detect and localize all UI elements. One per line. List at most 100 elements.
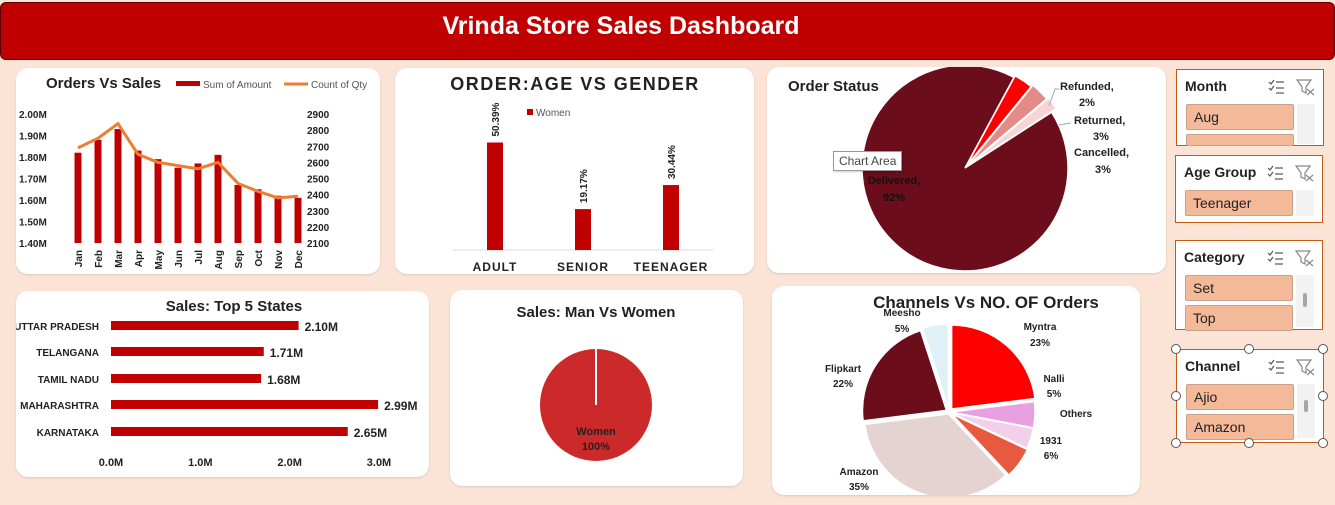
- count-of-qty-line: [77, 121, 299, 200]
- x-axis-tick: 0.0M: [99, 457, 123, 469]
- bar-nov[interactable]: [274, 195, 282, 243]
- clear-filter-icon[interactable]: [1295, 79, 1315, 96]
- category-label-teenager: TEENAGER: [634, 260, 709, 274]
- bar-jan[interactable]: [74, 152, 82, 243]
- bar-maharashtra[interactable]: [111, 400, 379, 409]
- age-group-slicer-title: Age Group: [1184, 164, 1257, 180]
- top-states-card[interactable]: Sales: Top 5 States UTTAR PRADESH 2.10M TE…: [16, 291, 429, 477]
- top-states-chart: Sales: Top 5 States UTTAR PRADESH 2.10M TE…: [16, 298, 417, 469]
- value-label-tamil-nadu: 1.68M: [267, 373, 300, 387]
- bar-telangana[interactable]: [111, 347, 264, 356]
- pie-slice-amazon[interactable]: [864, 413, 1007, 495]
- orders-vs-sales-card[interactable]: Orders Vs Sales Sum of Amount Count of Q…: [16, 68, 380, 274]
- slicer-item-partial[interactable]: [1186, 134, 1294, 146]
- bar-karnataka[interactable]: [111, 427, 348, 436]
- month-slicer-title: Month: [1185, 78, 1227, 94]
- multi-select-icon[interactable]: [1268, 359, 1284, 374]
- flipkart-label: Flipkart: [825, 364, 862, 375]
- channel-slicer[interactable]: Channel Ajio Amazon: [1176, 349, 1324, 443]
- category-slicer[interactable]: Category Set Top: [1175, 240, 1323, 331]
- right-axis-tick: 2300: [307, 207, 330, 218]
- right-axis-tick: 2200: [307, 223, 330, 234]
- multi-select-icon[interactable]: [1268, 79, 1284, 94]
- pie-slice-delivered[interactable]: [861, 67, 1069, 272]
- month-label-oct: Oct: [254, 249, 265, 266]
- multi-select-icon[interactable]: [1267, 165, 1283, 180]
- bar-may[interactable]: [154, 159, 162, 243]
- meesho-pct: 5%: [895, 324, 910, 335]
- clear-filter-icon[interactable]: [1294, 165, 1314, 182]
- clear-filter-icon[interactable]: [1295, 359, 1315, 376]
- resize-handle-br[interactable]: [1318, 438, 1328, 448]
- age-group-slicer-scrollbar[interactable]: [1296, 190, 1314, 216]
- slicer-item-ajio[interactable]: Ajio: [1186, 384, 1294, 410]
- resize-handle-tl[interactable]: [1171, 344, 1181, 354]
- resize-handle-bl[interactable]: [1171, 438, 1181, 448]
- meesho-label: Meesho: [883, 308, 920, 319]
- pie-slice-others[interactable]: [950, 411, 1035, 450]
- channels-chart: Channels Vs NO. OF Orders Meesho 5% Mynt…: [825, 293, 1099, 495]
- slicer-item-amazon[interactable]: Amazon: [1186, 414, 1294, 440]
- bar-jun[interactable]: [174, 167, 182, 243]
- bar-aug[interactable]: [214, 154, 222, 243]
- resize-handle-bm[interactable]: [1244, 438, 1254, 448]
- month-slicer-scrollbar[interactable]: [1297, 104, 1315, 144]
- slicer-item-aug[interactable]: Aug: [1186, 104, 1294, 130]
- legend-amount-label: Sum of Amount: [203, 80, 272, 91]
- bar-mar[interactable]: [114, 129, 122, 243]
- pie-slice-flipkart[interactable]: [861, 329, 948, 422]
- month-slicer[interactable]: Month Aug: [1176, 69, 1324, 146]
- category-scroll-thumb[interactable]: [1303, 293, 1307, 307]
- pie-slice-myntra[interactable]: [950, 324, 1036, 410]
- man-vs-women-title: Sales: Man Vs Women: [517, 304, 676, 321]
- bar-sep[interactable]: [234, 184, 242, 243]
- resize-handle-ml[interactable]: [1171, 391, 1181, 401]
- x-axis-tick: 3.0M: [367, 457, 391, 469]
- refunded-leader-line: [1048, 88, 1059, 107]
- age-gender-card[interactable]: ORDER:AGE VS GENDER Women 50.39% ADULT 19.…: [395, 68, 754, 274]
- clear-filter-icon[interactable]: [1294, 250, 1314, 267]
- myntra-pct: 23%: [1030, 338, 1050, 349]
- left-axis-tick: 1.90M: [19, 132, 47, 143]
- channel-scroll-thumb[interactable]: [1304, 400, 1308, 412]
- chart-area-tooltip: Chart Area: [833, 151, 903, 171]
- multi-select-icon[interactable]: [1267, 250, 1283, 265]
- resize-handle-tm[interactable]: [1244, 344, 1254, 354]
- right-axis-tick: 2600: [307, 158, 330, 169]
- pie-slice-returned[interactable]: [967, 84, 1048, 166]
- returned-pct: 3%: [1093, 131, 1109, 143]
- bar-feb[interactable]: [94, 139, 102, 243]
- resize-handle-mr[interactable]: [1318, 391, 1328, 401]
- category-label-adult: ADULT: [473, 260, 518, 274]
- slicer-item-top[interactable]: Top: [1185, 305, 1293, 331]
- resize-handle-tr[interactable]: [1318, 344, 1328, 354]
- pie-slice-1931[interactable]: [950, 413, 1029, 477]
- man-vs-women-card[interactable]: Sales: Man Vs Women Women 100%: [450, 290, 743, 486]
- month-label-feb: Feb: [94, 250, 105, 268]
- category-slicer-scrollbar[interactable]: [1296, 275, 1314, 327]
- slicer-item-teenager[interactable]: Teenager: [1185, 190, 1293, 216]
- pie-slice-meesho[interactable]: [921, 323, 950, 409]
- channel-slicer-scrollbar[interactable]: [1297, 384, 1315, 438]
- others-label: Others: [1060, 409, 1093, 420]
- bar-dec[interactable]: [294, 197, 302, 243]
- pie-slice-refunded[interactable]: [969, 97, 1058, 166]
- myntra-label: Myntra: [1024, 322, 1057, 333]
- bar-adult[interactable]: [487, 142, 503, 250]
- data-label-teenager: 30.44%: [667, 145, 678, 179]
- age-group-slicer[interactable]: Age Group Teenager: [1175, 155, 1323, 223]
- bar-senior[interactable]: [575, 209, 591, 250]
- value-label-uttar-pradesh: 2.10M: [305, 320, 338, 334]
- refunded-label: Refunded,: [1060, 81, 1114, 93]
- slicer-item-set[interactable]: Set: [1185, 275, 1293, 301]
- bar-tamil-nadu[interactable]: [111, 374, 262, 383]
- order-status-card[interactable]: Order Status Refunded, 2% Returned, 3% C…: [767, 67, 1166, 273]
- channels-card[interactable]: Channels Vs NO. OF Orders Meesho 5% Mynt…: [772, 286, 1140, 495]
- bar-apr[interactable]: [134, 150, 142, 243]
- month-label-aug: Aug: [214, 250, 225, 269]
- bar-uttar-pradesh[interactable]: [111, 321, 299, 330]
- bar-teenager[interactable]: [663, 185, 679, 250]
- bar-jul[interactable]: [194, 163, 202, 243]
- order-status-title: Order Status: [788, 78, 879, 95]
- bar-oct[interactable]: [254, 189, 262, 243]
